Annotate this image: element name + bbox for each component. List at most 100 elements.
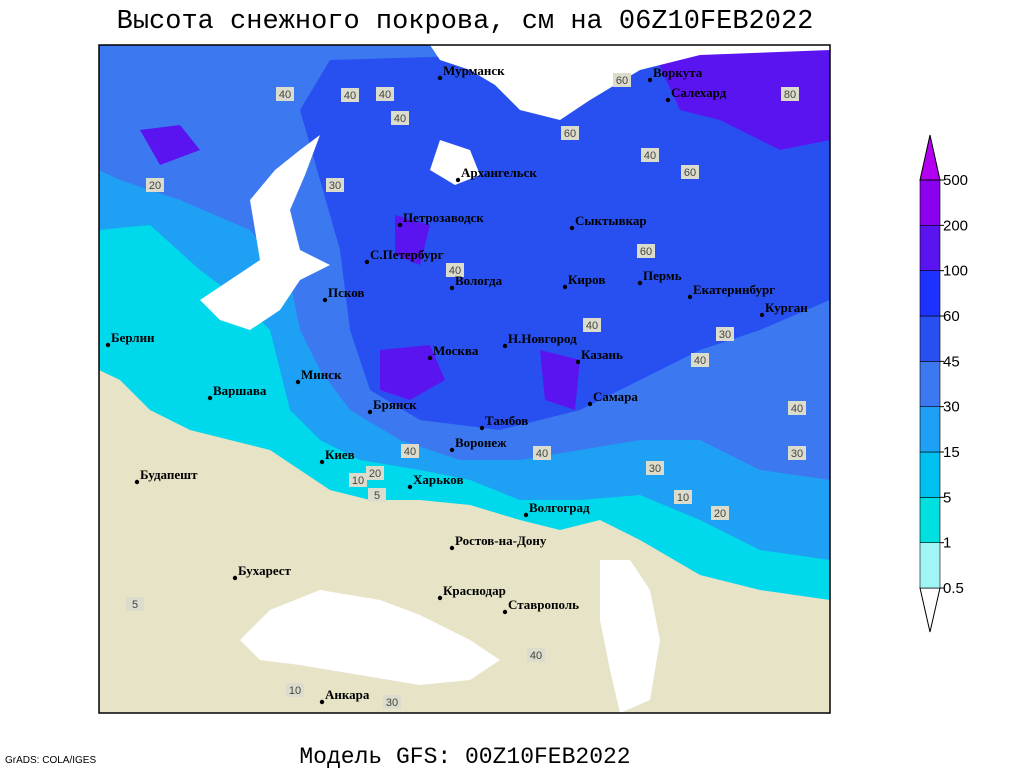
city-label: Архангельск bbox=[461, 165, 537, 180]
contour-label: 40 bbox=[404, 446, 416, 458]
city-label: Анкара bbox=[325, 687, 370, 702]
legend-label: 5 bbox=[943, 489, 951, 506]
city-dot bbox=[455, 177, 461, 183]
city-dot bbox=[397, 222, 403, 228]
city-label: Волгоград bbox=[529, 500, 590, 515]
credit: GrADS: COLA/IGES bbox=[5, 755, 96, 766]
city-dot bbox=[569, 225, 575, 231]
contour-label-box bbox=[368, 488, 386, 502]
contour-label: 40 bbox=[449, 265, 461, 277]
contour-label: 10 bbox=[289, 685, 301, 697]
contour-label-box bbox=[788, 401, 806, 415]
legend-swatch bbox=[919, 542, 941, 589]
legend-label: 500 bbox=[943, 172, 968, 189]
city-dot bbox=[322, 297, 328, 303]
city-label: Ростов-на-Дону bbox=[455, 533, 547, 548]
contour-label-box bbox=[391, 111, 409, 125]
contour-label: 30 bbox=[791, 448, 803, 460]
city-dot bbox=[449, 447, 455, 453]
city-dot bbox=[437, 595, 443, 601]
city-dot bbox=[479, 425, 485, 431]
contour-label-box bbox=[674, 490, 692, 504]
legend-label: 45 bbox=[943, 353, 960, 370]
contour-label-box bbox=[561, 126, 579, 140]
city-dot bbox=[427, 355, 433, 361]
city-label: Мурманск bbox=[443, 63, 505, 78]
legend-swatch bbox=[919, 361, 941, 407]
contour-label: 5 bbox=[374, 490, 380, 502]
sea bbox=[200, 135, 330, 330]
city-label: Киев bbox=[325, 447, 355, 462]
legend-label: 200 bbox=[943, 217, 968, 234]
contour-label: 30 bbox=[329, 180, 341, 192]
city-label: Петрозаводск bbox=[403, 210, 484, 225]
sea bbox=[430, 45, 830, 120]
footer: Модель GFS: 00Z10FEB2022 bbox=[299, 744, 630, 768]
contour-label: 20 bbox=[149, 180, 161, 192]
contour-label: 40 bbox=[394, 113, 406, 125]
contour-label: 40 bbox=[791, 403, 803, 415]
contour-label: 40 bbox=[379, 89, 391, 101]
contour-label: 40 bbox=[694, 355, 706, 367]
city-label: Тамбов bbox=[485, 413, 528, 428]
legend-swatch bbox=[919, 497, 941, 543]
contour-label: 80 bbox=[784, 89, 796, 101]
contour-label-box bbox=[583, 318, 601, 332]
city-label: Киров bbox=[568, 272, 605, 287]
legend-label: 100 bbox=[943, 263, 968, 280]
city-label: С.Петербург bbox=[370, 247, 444, 262]
city-label: Н.Новгород bbox=[508, 331, 577, 346]
legend-swatch bbox=[919, 225, 941, 271]
contour-label: 10 bbox=[677, 492, 689, 504]
contour-label-box bbox=[146, 178, 164, 192]
city-label: Будапешт bbox=[140, 467, 198, 482]
city-dot bbox=[232, 575, 238, 581]
contour-label-box bbox=[641, 148, 659, 162]
legend-label: 30 bbox=[943, 399, 960, 416]
title: Высота снежного покрова, см на 06Z10FEB2… bbox=[117, 7, 814, 37]
legend-label: 1 bbox=[943, 535, 951, 552]
contour-label: 30 bbox=[649, 463, 661, 475]
sea bbox=[240, 590, 500, 685]
map-area bbox=[99, 45, 830, 713]
contour-label: 10 bbox=[352, 475, 364, 487]
contour-label: 5 bbox=[132, 599, 138, 611]
city-dot bbox=[319, 459, 325, 465]
contour-label: 20 bbox=[369, 468, 381, 480]
legend-label: 60 bbox=[943, 308, 960, 325]
contour-label-box bbox=[126, 597, 144, 611]
city-label: Салехард bbox=[671, 85, 727, 100]
contour-label-box bbox=[366, 466, 384, 480]
contour-label-box bbox=[691, 353, 709, 367]
legend-high bbox=[919, 134, 941, 181]
legend-swatch bbox=[919, 270, 941, 317]
contour-label-box bbox=[533, 446, 551, 460]
city-dot bbox=[319, 699, 325, 705]
contour-label-box bbox=[326, 178, 344, 192]
city-dot bbox=[665, 97, 671, 103]
city-dot bbox=[449, 545, 455, 551]
map-frame bbox=[98, 44, 831, 714]
contour-label: 60 bbox=[564, 128, 576, 140]
city-label: Варшава bbox=[213, 383, 267, 398]
city-label: Псков bbox=[328, 285, 364, 300]
contour-label-box bbox=[788, 446, 806, 460]
city-dot bbox=[207, 395, 213, 401]
legend-swatch bbox=[919, 406, 941, 453]
contour-label: 40 bbox=[536, 448, 548, 460]
city-label: Ставрополь bbox=[508, 597, 579, 612]
city-label: Курган bbox=[765, 300, 808, 315]
city-label: Пермь bbox=[643, 268, 682, 283]
sea bbox=[430, 140, 480, 185]
contour-label-box bbox=[716, 327, 734, 341]
contour-label: 30 bbox=[719, 329, 731, 341]
contour-label: 40 bbox=[279, 89, 291, 101]
city-label: Краснодар bbox=[443, 583, 506, 598]
city-label: Воронеж bbox=[455, 435, 507, 450]
contour-label: 60 bbox=[640, 246, 652, 258]
city-dot bbox=[134, 479, 140, 485]
contour-label-box bbox=[276, 87, 294, 101]
contour-label-box bbox=[376, 87, 394, 101]
